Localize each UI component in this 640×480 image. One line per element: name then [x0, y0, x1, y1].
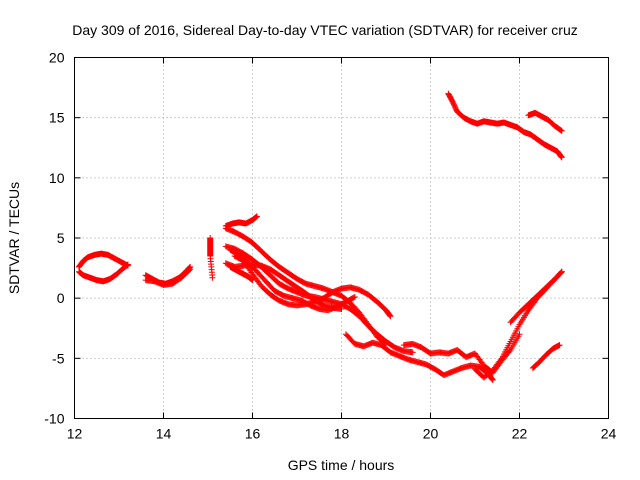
series-arc-4-pts — [207, 235, 216, 281]
y-tick-label: -5 — [52, 350, 65, 366]
y-tick-label: 20 — [49, 50, 65, 66]
data-point-markers — [445, 90, 565, 161]
series-arc-18 — [525, 109, 565, 134]
data-point-markers — [75, 250, 131, 270]
x-tick-label: 24 — [601, 426, 617, 442]
data-point-markers — [222, 213, 260, 229]
series-arc-17 — [445, 90, 565, 161]
y-tick-label: 5 — [57, 230, 65, 246]
y-tick-label: 15 — [49, 110, 65, 126]
data-point-markers — [507, 268, 565, 326]
data-point-markers — [142, 266, 194, 288]
series-arc-1b — [75, 261, 131, 285]
series-arc-10 — [222, 213, 260, 229]
ticks: 12 14 16 18 20 22 24 -10 -5 0 5 10 15 20 — [44, 50, 616, 442]
x-axis-label: GPS time / hours — [288, 457, 395, 473]
x-tick-label: 22 — [512, 426, 528, 442]
x-tick-label: 18 — [334, 426, 350, 442]
series-arc-1a — [75, 250, 131, 270]
data-point-markers — [222, 225, 389, 347]
y-tick-label: -10 — [44, 411, 64, 427]
series-arc-5 — [222, 225, 389, 347]
series-arc-11 — [227, 263, 256, 284]
data-point-markers — [529, 342, 563, 371]
y-tick-label: 10 — [49, 170, 65, 186]
data-point-markers — [207, 235, 216, 281]
x-tick-label: 12 — [67, 426, 83, 442]
series-arc-12 — [342, 331, 496, 383]
chart-title: Day 309 of 2016, Sidereal Day-to-day VTE… — [72, 22, 578, 38]
grid — [74, 57, 609, 419]
data-point-markers — [75, 261, 131, 285]
series-arc-15 — [507, 268, 565, 326]
data-point-markers — [525, 109, 565, 134]
data-point-markers — [227, 263, 256, 284]
series-arc-16 — [529, 342, 563, 371]
data-point-markers — [231, 253, 394, 320]
series-arc-3 — [142, 266, 194, 288]
x-tick-label: 20 — [423, 426, 439, 442]
series-arc-9 — [231, 253, 394, 320]
y-tick-label: 0 — [57, 290, 65, 306]
data-points — [75, 90, 565, 383]
x-tick-label: 16 — [245, 426, 261, 442]
y-axis-label: SDTVAR / TECUs — [6, 182, 22, 294]
x-tick-label: 14 — [156, 426, 172, 442]
data-point-markers — [342, 331, 496, 383]
